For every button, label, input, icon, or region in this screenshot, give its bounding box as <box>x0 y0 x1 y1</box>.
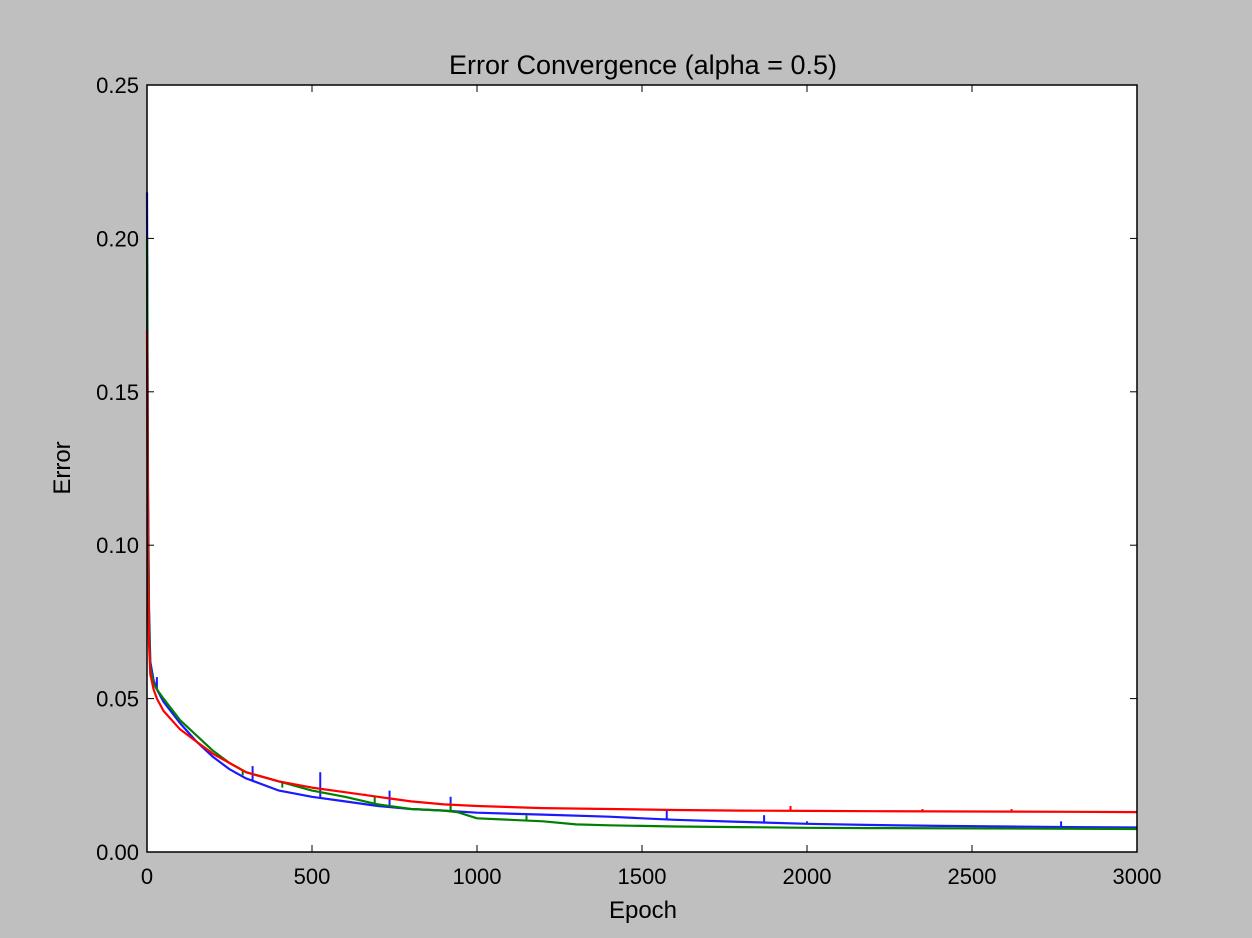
x-tick-label: 1500 <box>618 864 667 889</box>
y-tick-label: 0.10 <box>96 533 139 558</box>
y-tick-label: 0.15 <box>96 380 139 405</box>
x-tick-label: 1000 <box>453 864 502 889</box>
x-tick-label: 2500 <box>948 864 997 889</box>
plot-area <box>147 85 1137 852</box>
y-tick-label: 0.00 <box>96 840 139 865</box>
y-tick-label: 0.20 <box>96 226 139 251</box>
plot-frame <box>146 84 1138 853</box>
series-layer <box>145 192 1138 831</box>
x-tick-label: 3000 <box>1113 864 1162 889</box>
x-tick-label: 2000 <box>783 864 832 889</box>
series-line-3 <box>145 330 1138 814</box>
chart-title: Error Convergence (alpha = 0.5) <box>449 50 837 80</box>
x-tick-label: 500 <box>294 864 331 889</box>
tick-layer: 0 500 1000 1500 2000 2500 3000 0.00 0.05 0.10 0.15… <box>96 73 1161 889</box>
y-tick-label: 0.05 <box>96 687 139 712</box>
series-line-2 <box>145 238 1138 831</box>
y-axis-label: Error <box>49 441 76 494</box>
x-axis-label: Epoch <box>609 897 677 924</box>
y-tick-label: 0.25 <box>96 73 139 98</box>
x-tick-label: 0 <box>141 864 153 889</box>
